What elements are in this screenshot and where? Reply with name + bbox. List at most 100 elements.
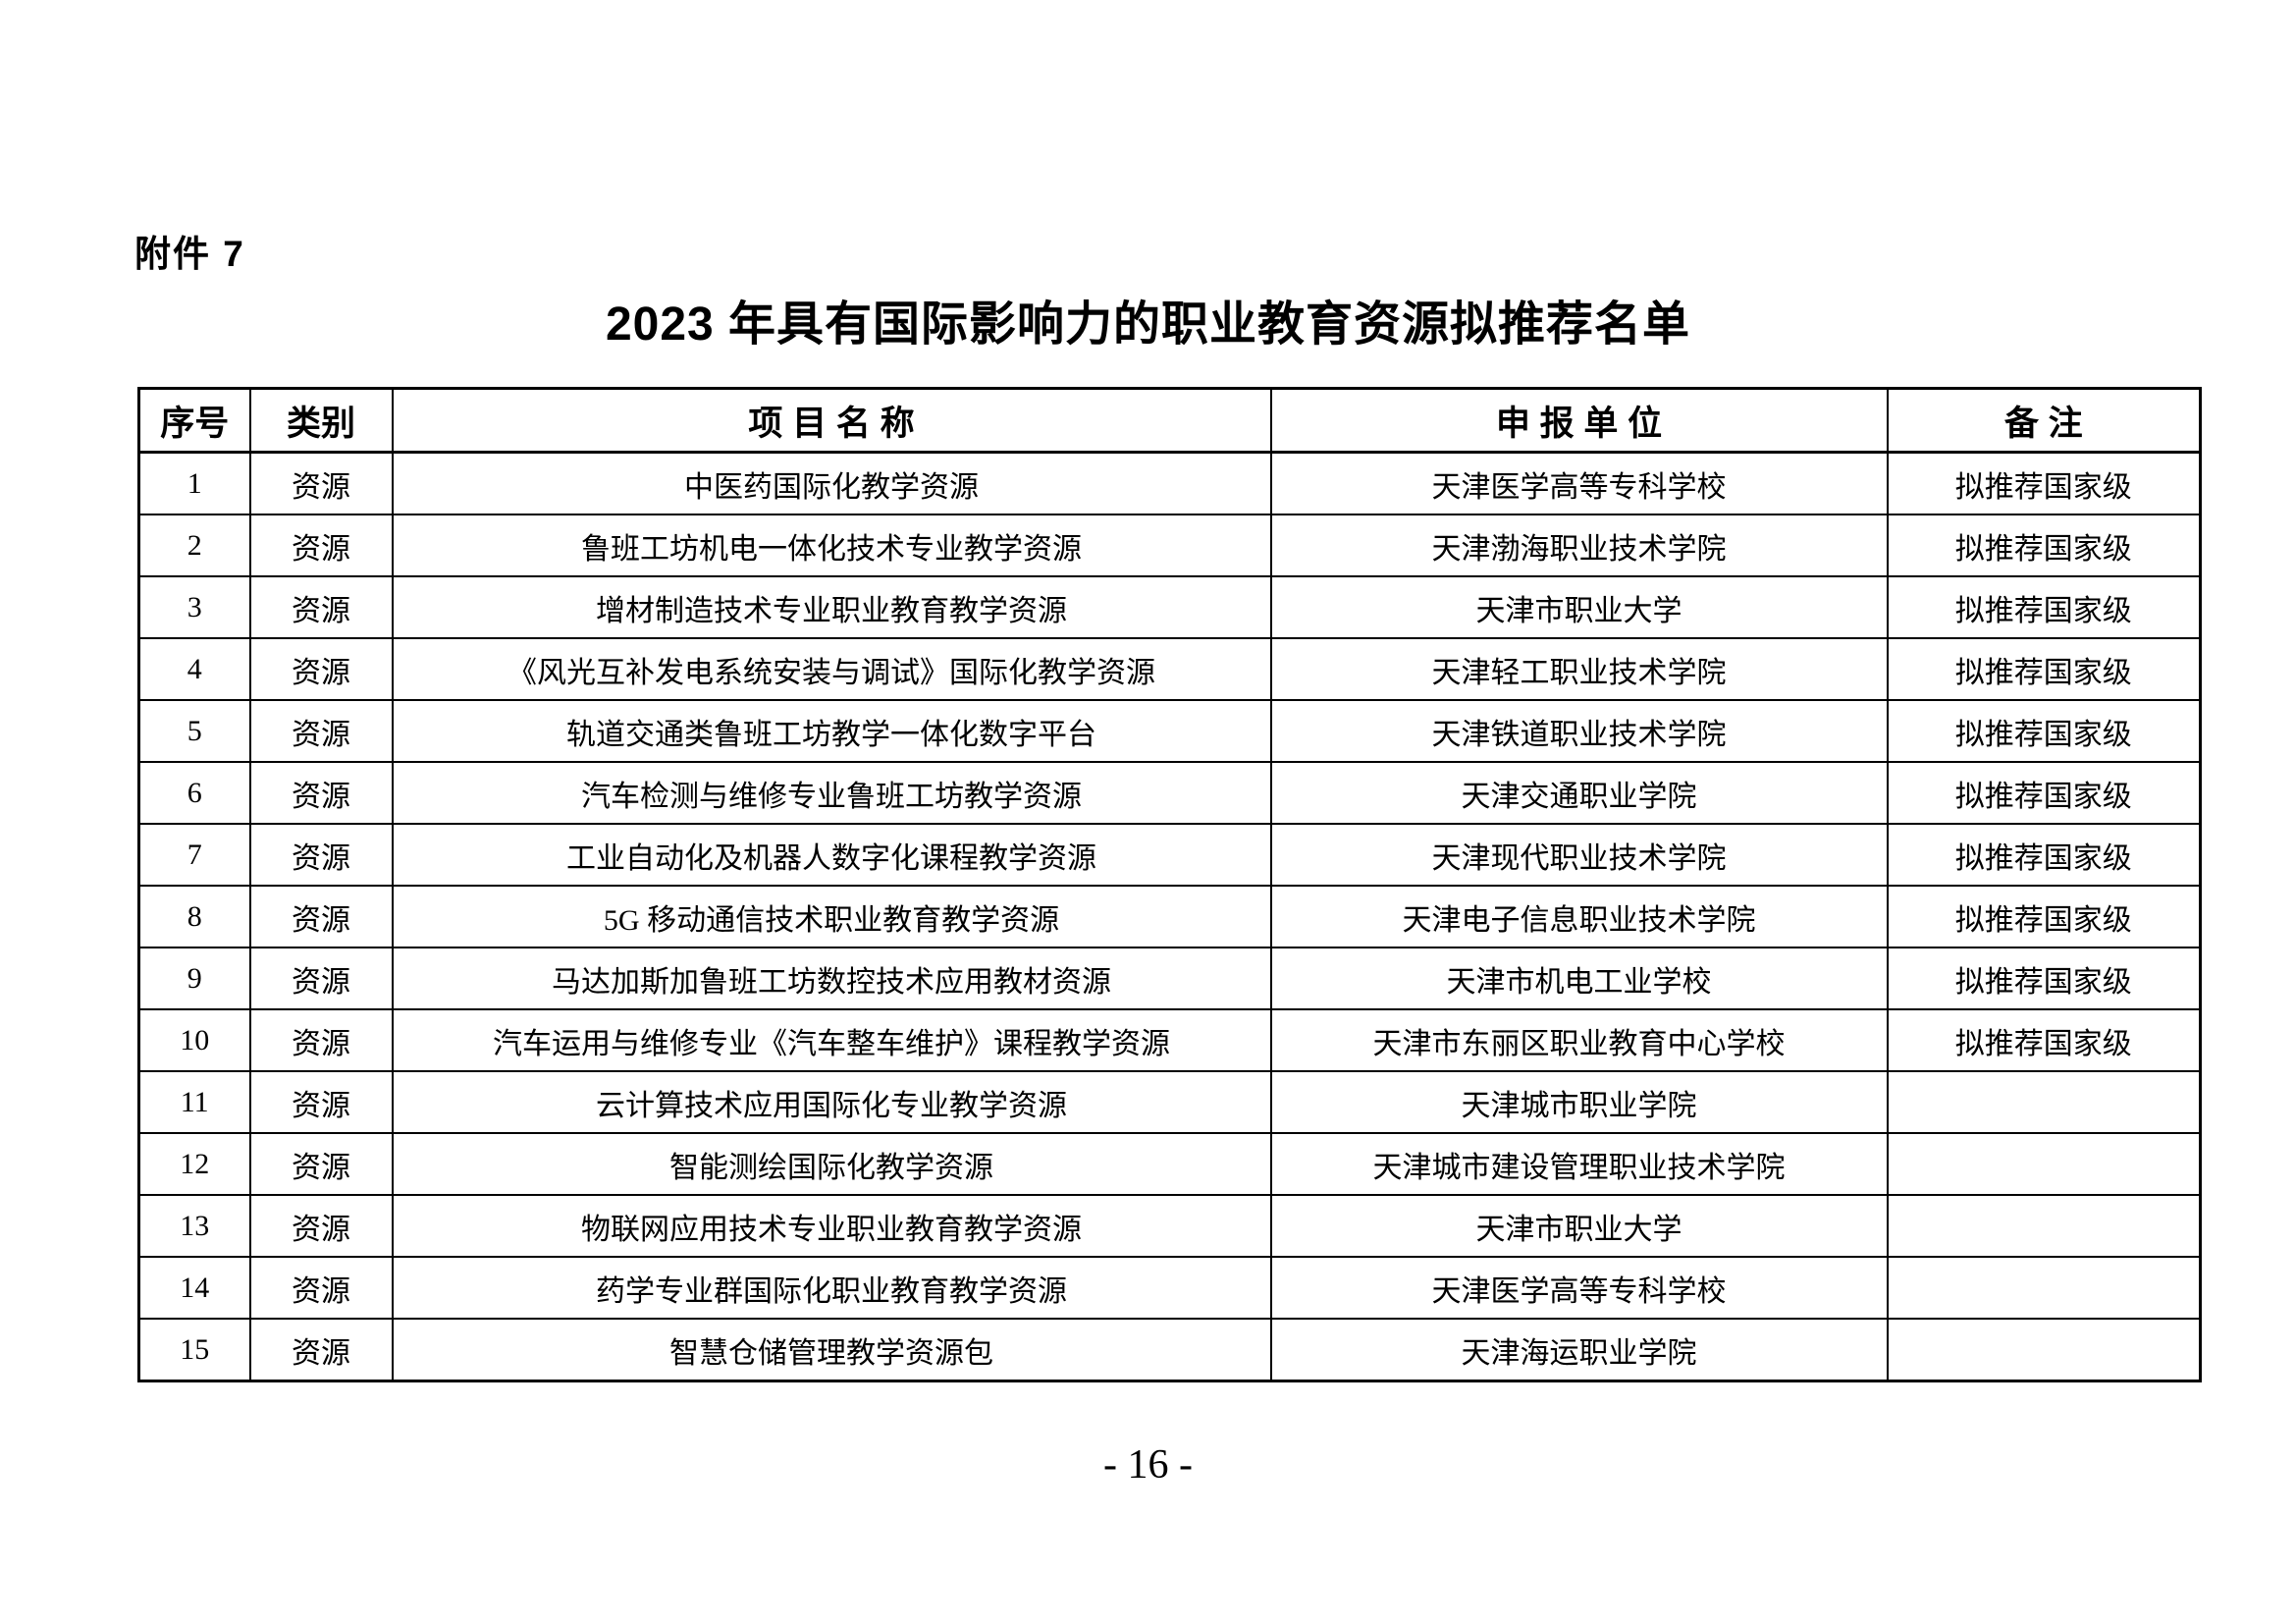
table-row: 12 资源 智能测绘国际化教学资源 天津城市建设管理职业技术学院	[137, 1132, 2202, 1196]
table-row: 2 资源 鲁班工坊机电一体化技术专业教学资源 天津渤海职业技术学院 拟推荐国家级	[137, 514, 2202, 577]
cell-no: 15	[137, 1318, 251, 1382]
table-row: 11 资源 云计算技术应用国际化专业教学资源 天津城市职业学院	[137, 1070, 2202, 1134]
table-row: 14 资源 药学专业群国际化职业教育教学资源 天津医学高等专科学校	[137, 1256, 2202, 1320]
cell-unit: 天津医学高等专科学校	[1269, 1256, 1889, 1320]
cell-remark	[1886, 1256, 2202, 1320]
cell-remark: 拟推荐国家级	[1886, 885, 2202, 948]
cell-project: 智能测绘国际化教学资源	[391, 1132, 1272, 1196]
cell-project: 增材制造技术专业职业教育教学资源	[391, 575, 1272, 639]
cell-unit: 天津城市职业学院	[1269, 1070, 1889, 1134]
cell-no: 14	[137, 1256, 251, 1320]
header-project: 项 目 名 称	[391, 387, 1272, 454]
cell-no: 9	[137, 947, 251, 1010]
cell-category: 资源	[248, 637, 394, 701]
cell-remark	[1886, 1318, 2202, 1382]
cell-unit: 天津市职业大学	[1269, 575, 1889, 639]
cell-category: 资源	[248, 575, 394, 639]
cell-remark	[1886, 1194, 2202, 1258]
cell-unit: 天津电子信息职业技术学院	[1269, 885, 1889, 948]
cell-no: 3	[137, 575, 251, 639]
cell-project: 云计算技术应用国际化专业教学资源	[391, 1070, 1272, 1134]
cell-no: 10	[137, 1008, 251, 1072]
cell-remark: 拟推荐国家级	[1886, 699, 2202, 763]
cell-unit: 天津海运职业学院	[1269, 1318, 1889, 1382]
cell-no: 12	[137, 1132, 251, 1196]
cell-remark: 拟推荐国家级	[1886, 451, 2202, 515]
cell-category: 资源	[248, 823, 394, 887]
cell-no: 8	[137, 885, 251, 948]
cell-unit: 天津医学高等专科学校	[1269, 451, 1889, 515]
cell-no: 11	[137, 1070, 251, 1134]
cell-remark: 拟推荐国家级	[1886, 761, 2202, 825]
cell-remark: 拟推荐国家级	[1886, 637, 2202, 701]
page-number: - 16 -	[1103, 1442, 1193, 1488]
cell-remark: 拟推荐国家级	[1886, 514, 2202, 577]
cell-unit: 天津交通职业学院	[1269, 761, 1889, 825]
cell-project: 物联网应用技术专业职业教育教学资源	[391, 1194, 1272, 1258]
cell-project: 智慧仓储管理教学资源包	[391, 1318, 1272, 1382]
cell-project: 汽车检测与维修专业鲁班工坊教学资源	[391, 761, 1272, 825]
cell-project: 药学专业群国际化职业教育教学资源	[391, 1256, 1272, 1320]
table-row: 5 资源 轨道交通类鲁班工坊教学一体化数字平台 天津铁道职业技术学院 拟推荐国家…	[137, 699, 2202, 763]
table-row: 9 资源 马达加斯加鲁班工坊数控技术应用教材资源 天津市机电工业学校 拟推荐国家…	[137, 947, 2202, 1010]
cell-unit: 天津轻工职业技术学院	[1269, 637, 1889, 701]
table-row: 1 资源 中医药国际化教学资源 天津医学高等专科学校 拟推荐国家级	[137, 451, 2202, 515]
cell-unit: 天津渤海职业技术学院	[1269, 514, 1889, 577]
table-row: 4 资源 《风光互补发电系统安装与调试》国际化教学资源 天津轻工职业技术学院 拟…	[137, 637, 2202, 701]
header-unit: 申 报 单 位	[1269, 387, 1889, 454]
cell-category: 资源	[248, 1070, 394, 1134]
cell-remark: 拟推荐国家级	[1886, 947, 2202, 1010]
cell-project: 鲁班工坊机电一体化技术专业教学资源	[391, 514, 1272, 577]
cell-category: 资源	[248, 761, 394, 825]
cell-category: 资源	[248, 699, 394, 763]
cell-category: 资源	[248, 514, 394, 577]
table-row: 15 资源 智慧仓储管理教学资源包 天津海运职业学院	[137, 1318, 2202, 1382]
cell-project: 汽车运用与维修专业《汽车整车维护》课程教学资源	[391, 1008, 1272, 1072]
cell-no: 13	[137, 1194, 251, 1258]
cell-category: 资源	[248, 885, 394, 948]
cell-project: 5G 移动通信技术职业教育教学资源	[391, 885, 1272, 948]
cell-remark: 拟推荐国家级	[1886, 823, 2202, 887]
table-row: 6 资源 汽车检测与维修专业鲁班工坊教学资源 天津交通职业学院 拟推荐国家级	[137, 761, 2202, 825]
cell-unit: 天津市机电工业学校	[1269, 947, 1889, 1010]
table-row: 10 资源 汽车运用与维修专业《汽车整车维护》课程教学资源 天津市东丽区职业教育…	[137, 1008, 2202, 1072]
cell-category: 资源	[248, 947, 394, 1010]
table-row: 3 资源 增材制造技术专业职业教育教学资源 天津市职业大学 拟推荐国家级	[137, 575, 2202, 639]
cell-unit: 天津市东丽区职业教育中心学校	[1269, 1008, 1889, 1072]
cell-no: 6	[137, 761, 251, 825]
cell-no: 7	[137, 823, 251, 887]
cell-project: 工业自动化及机器人数字化课程教学资源	[391, 823, 1272, 887]
cell-remark: 拟推荐国家级	[1886, 1008, 2202, 1072]
header-remark: 备 注	[1886, 387, 2202, 454]
page-title: 2023 年具有国际影响力的职业教育资源拟推荐名单	[605, 298, 1691, 351]
table-row: 13 资源 物联网应用技术专业职业教育教学资源 天津市职业大学	[137, 1194, 2202, 1258]
cell-unit: 天津市职业大学	[1269, 1194, 1889, 1258]
cell-remark: 拟推荐国家级	[1886, 575, 2202, 639]
cell-project: 马达加斯加鲁班工坊数控技术应用教材资源	[391, 947, 1272, 1010]
cell-project: 中医药国际化教学资源	[391, 451, 1272, 515]
cell-unit: 天津城市建设管理职业技术学院	[1269, 1132, 1889, 1196]
cell-no: 2	[137, 514, 251, 577]
cell-category: 资源	[248, 1008, 394, 1072]
cell-unit: 天津现代职业技术学院	[1269, 823, 1889, 887]
cell-category: 资源	[248, 1194, 394, 1258]
cell-project: 轨道交通类鲁班工坊教学一体化数字平台	[391, 699, 1272, 763]
cell-category: 资源	[248, 1256, 394, 1320]
cell-category: 资源	[248, 1318, 394, 1382]
table-row: 7 资源 工业自动化及机器人数字化课程教学资源 天津现代职业技术学院 拟推荐国家…	[137, 823, 2202, 887]
cell-remark	[1886, 1132, 2202, 1196]
recommendation-table: 序号 类别 项 目 名 称 申 报 单 位 备 注 1 资源 中医药国际化教学资…	[137, 387, 2202, 1382]
cell-no: 4	[137, 637, 251, 701]
cell-unit: 天津铁道职业技术学院	[1269, 699, 1889, 763]
header-no: 序号	[137, 387, 251, 454]
cell-project: 《风光互补发电系统安装与调试》国际化教学资源	[391, 637, 1272, 701]
header-category: 类别	[248, 387, 394, 454]
cell-category: 资源	[248, 1132, 394, 1196]
attachment-label: 附件 7	[134, 234, 245, 274]
table-header-row: 序号 类别 项 目 名 称 申 报 单 位 备 注	[137, 387, 2202, 454]
cell-category: 资源	[248, 451, 394, 515]
cell-no: 1	[137, 451, 251, 515]
cell-no: 5	[137, 699, 251, 763]
table-row: 8 资源 5G 移动通信技术职业教育教学资源 天津电子信息职业技术学院 拟推荐国…	[137, 885, 2202, 948]
